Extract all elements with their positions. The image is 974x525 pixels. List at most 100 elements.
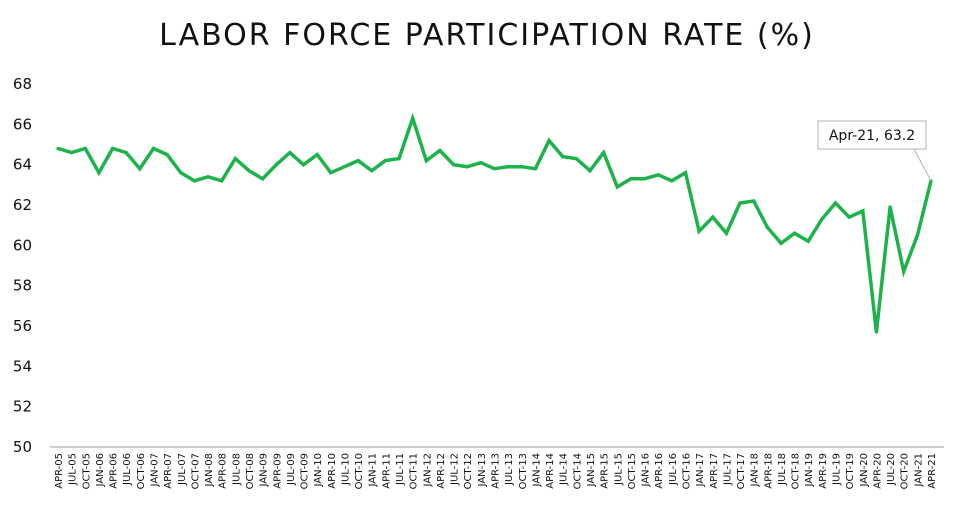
x-tick-label: OCT-17 [736, 453, 747, 489]
y-tick-label: 52 [13, 398, 32, 416]
x-tick-label: APR-09 [272, 453, 283, 489]
data-point [602, 150, 606, 155]
data-point [465, 165, 469, 169]
x-tick-label: JUL-14 [559, 453, 570, 486]
annotation-box [817, 120, 927, 150]
x-tick-label: OCT-07 [190, 453, 201, 489]
x-tick-label: OCT-14 [572, 453, 583, 489]
x-tick-label: JAN-09 [259, 453, 270, 487]
data-point [220, 179, 224, 183]
x-tick-label: JAN-08 [204, 453, 215, 487]
x-tick-label: OCT-11 [409, 453, 420, 489]
data-point [83, 146, 87, 151]
data-point [615, 185, 619, 189]
data-point [479, 161, 483, 165]
x-tick-label: JUL-13 [504, 453, 515, 486]
data-point [847, 215, 851, 219]
data-point [874, 330, 879, 334]
y-tick-label: 50 [13, 438, 32, 456]
data-point [492, 167, 497, 171]
x-tick-label: APR-11 [381, 453, 392, 489]
x-tick-label: JAN-16 [641, 453, 652, 487]
x-tick-label: JAN-12 [422, 453, 433, 487]
x-tick-label: JAN-21 [913, 453, 924, 487]
data-point [506, 165, 510, 169]
x-tick-label: JAN-13 [477, 453, 488, 487]
x-tick-label: APR-12 [436, 453, 447, 489]
x-tick-label: JAN-15 [586, 453, 597, 487]
x-tick-label: OCT-19 [845, 453, 856, 489]
data-point [765, 225, 769, 229]
data-point [110, 146, 115, 151]
x-tick-label: APR-16 [654, 453, 665, 489]
data-point [724, 231, 728, 235]
x-tick-label: OCT-18 [791, 453, 802, 489]
x-tick-label: APR-05 [54, 453, 65, 489]
x-tick-label: JUL-08 [231, 453, 242, 486]
data-point [165, 152, 169, 157]
data-point [629, 177, 633, 181]
data-point [124, 150, 128, 155]
data-point [438, 148, 442, 153]
x-tick-label: APR-07 [163, 453, 174, 489]
y-tick-label: 66 [13, 115, 32, 133]
data-point [329, 171, 333, 175]
data-point [779, 241, 783, 245]
data-point [792, 231, 797, 235]
data-point [151, 146, 156, 151]
y-tick-label: 54 [13, 357, 32, 375]
x-tick-label: OCT-06 [136, 453, 147, 489]
x-tick-label: JUL-05 [68, 453, 79, 486]
data-point [233, 157, 237, 161]
x-tick-label: JUL-11 [395, 453, 406, 486]
x-tick-label: JUL-10 [340, 453, 351, 486]
x-tick-label: JAN-20 [859, 453, 870, 487]
y-tick-label: 68 [13, 75, 32, 93]
data-point [288, 150, 292, 155]
data-point [356, 159, 360, 163]
data-point [97, 171, 101, 175]
data-point [70, 150, 74, 155]
data-point [711, 215, 715, 219]
x-tick-label: JUL-15 [613, 453, 624, 486]
x-tick-label: OCT-10 [354, 453, 365, 489]
data-point [138, 167, 142, 171]
data-point [179, 171, 183, 175]
x-tick-label: OCT-08 [245, 453, 256, 489]
chart-title: LABOR FORCE PARTICIPATION RATE (%) [159, 18, 815, 53]
data-point [833, 201, 838, 205]
data-point [656, 173, 660, 177]
x-tick-label: OCT-13 [518, 453, 529, 489]
x-tick-label: JAN-18 [750, 453, 761, 487]
data-point [738, 201, 742, 205]
data-point [561, 155, 565, 159]
series-line [57, 112, 933, 333]
x-tick-label: JUL-06 [122, 453, 133, 486]
data-point [683, 171, 688, 175]
x-tick-label: APR-19 [818, 453, 829, 489]
annotation-label: Apr-21, 63.2 [829, 128, 915, 144]
data-point [820, 217, 824, 221]
data-point [520, 165, 524, 169]
x-tick-label: JUL-09 [286, 453, 297, 486]
x-tick-label: APR-08 [218, 453, 229, 489]
x-tick-label: OCT-09 [300, 453, 311, 489]
data-point [301, 163, 306, 167]
x-tick-label: JAN-11 [368, 453, 379, 487]
x-tick-label: OCT-05 [81, 453, 92, 489]
x-tick-label: JAN-19 [804, 453, 815, 487]
x-tick-label: APR-14 [545, 453, 556, 489]
x-tick-label: OCT-12 [463, 453, 474, 489]
data-point [274, 163, 278, 167]
x-tick-label: JUL-18 [777, 453, 788, 486]
x-tick-label: JAN-10 [313, 453, 324, 487]
data-point [206, 175, 210, 179]
x-tick-label: JUL-20 [886, 453, 897, 486]
y-tick-label: 60 [13, 236, 32, 254]
data-point [370, 169, 374, 173]
x-tick-label: JUL-12 [450, 453, 461, 486]
data-point [670, 179, 674, 183]
data-point [342, 165, 347, 169]
data-point [56, 146, 60, 151]
data-point [806, 239, 810, 243]
